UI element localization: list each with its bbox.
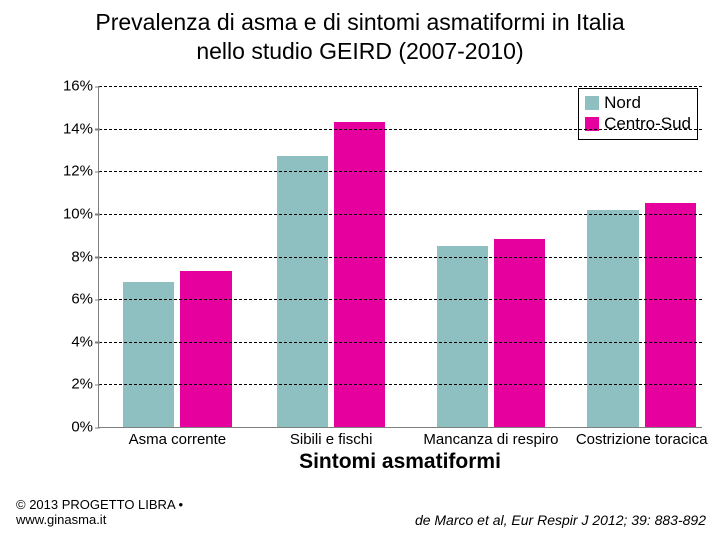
gridline: [99, 257, 702, 258]
bar-nord: [437, 246, 488, 427]
x-tick: Costrizione toracica: [576, 427, 708, 448]
gridline: [99, 299, 702, 300]
legend-swatch: [585, 96, 599, 110]
copyright-line2: www.ginasma.it: [16, 512, 106, 527]
bar-nord: [587, 210, 638, 427]
copyright-line1: © 2013 PROGETTO LIBRA •: [16, 497, 183, 512]
y-tick: 6%: [71, 291, 99, 308]
legend-item: Nord: [585, 92, 691, 113]
gridline: [99, 342, 702, 343]
title-line1: Prevalenza di asma e di sintomi asmatifo…: [95, 9, 624, 35]
x-tick: Asma corrente: [129, 427, 227, 448]
legend-item: Centro-Sud: [585, 113, 691, 134]
legend: NordCentro-Sud: [578, 88, 698, 140]
gridline: [99, 86, 702, 87]
footer-citation: de Marco et al, Eur Respir J 2012; 39: 8…: [415, 512, 706, 528]
bar-nord: [123, 282, 174, 427]
y-tick: 8%: [71, 248, 99, 265]
legend-label: Centro-Sud: [604, 113, 691, 134]
legend-label: Nord: [604, 92, 641, 113]
gridline: [99, 214, 702, 215]
y-tick: 16%: [63, 78, 99, 95]
page-title: Prevalenza di asma e di sintomi asmatifo…: [0, 0, 720, 66]
x-axis-label: Sintomi asmatiformi: [98, 450, 702, 474]
bar-centro-sud: [180, 271, 231, 427]
bar-nord: [277, 156, 328, 427]
y-tick: 0%: [71, 419, 99, 436]
gridline: [99, 171, 702, 172]
bar-centro-sud: [494, 239, 545, 427]
gridline: [99, 129, 702, 130]
y-tick: 14%: [63, 120, 99, 137]
chart: Prevalenza di asma NordCentro-Sud 0%2%4%…: [18, 86, 702, 478]
title-line2: nello studio GEIRD (2007-2010): [196, 38, 523, 64]
y-tick: 12%: [63, 163, 99, 180]
bar-centro-sud: [645, 203, 696, 427]
plot-area: NordCentro-Sud 0%2%4%6%8%10%12%14%16%Asm…: [98, 86, 702, 428]
y-tick: 2%: [71, 376, 99, 393]
footer-left: © 2013 PROGETTO LIBRA • www.ginasma.it: [16, 497, 183, 528]
x-tick: Sibili e fischi: [290, 427, 373, 448]
gridline: [99, 384, 702, 385]
x-tick: Mancanza di respiro: [423, 427, 558, 448]
y-tick: 4%: [71, 333, 99, 350]
y-tick: 10%: [63, 205, 99, 222]
bar-centro-sud: [334, 122, 385, 427]
